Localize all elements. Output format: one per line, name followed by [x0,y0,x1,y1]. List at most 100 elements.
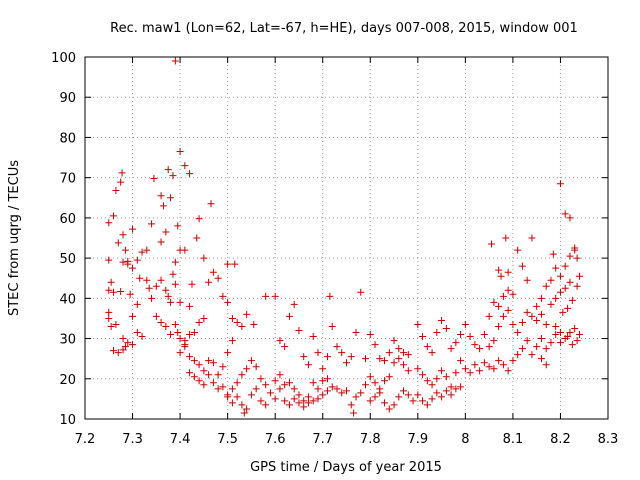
data-point [509,357,517,365]
data-point [433,329,441,337]
data-point [243,365,251,373]
data-point [438,316,446,324]
data-point [423,401,431,409]
data-point [290,300,298,308]
x-tick-label: 8.3 [598,432,619,447]
data-point [224,298,232,306]
data-point [419,397,427,405]
data-point [514,246,522,254]
data-point [252,385,260,393]
data-point [319,391,327,399]
data-point [271,292,279,300]
x-tick-label: 7.7 [312,432,333,447]
data-point [556,339,564,347]
data-point [118,169,126,177]
data-point [162,228,170,236]
data-point [357,389,365,397]
data-point [209,359,217,367]
data-point [552,322,560,330]
data-point [188,280,196,288]
data-point [404,351,412,359]
data-point [395,393,403,401]
data-point [423,343,431,351]
data-point [181,343,189,351]
data-point [457,383,465,391]
data-point [233,379,241,387]
x-tick-label: 7.3 [122,432,143,447]
data-point [452,385,460,393]
data-point [552,294,560,302]
data-point [190,329,198,337]
data-point [119,231,127,239]
data-point [219,292,227,300]
data-point [157,318,165,326]
data-point [447,383,455,391]
data-point [145,284,153,292]
data-point [314,385,322,393]
data-point [362,381,370,389]
data-point [347,353,355,361]
data-point [290,385,298,393]
x-tick-label: 7.4 [170,432,191,447]
y-tick-label: 40 [59,292,76,307]
data-point [112,320,120,328]
data-point [385,405,393,413]
data-point [290,395,298,403]
data-point [502,234,510,242]
x-tick-labels: 7.2 7.3 7.4 7.5 7.6 7.7 7.8 7.9 8 8.1 8.2 8.3 [75,432,619,447]
x-tick-label: 7.5 [217,432,238,447]
data-point [295,399,303,407]
data-point [133,256,141,264]
data-point [433,375,441,383]
data-point [233,318,241,326]
data-point [190,357,198,365]
data-point [171,280,179,288]
data-point [447,391,455,399]
data-point [566,278,574,286]
data-point [148,294,156,302]
data-point [509,320,517,328]
data-point [571,246,579,254]
data-point [162,322,170,330]
data-point [295,327,303,335]
data-point [523,308,531,316]
data-point [200,254,208,262]
data-point [404,367,412,375]
data-point [561,284,569,292]
data-point [186,369,194,377]
data-point [561,262,569,270]
data-point [138,333,146,341]
data-point [414,365,422,373]
data-point [490,365,498,373]
data-point [542,282,550,290]
data-point [457,331,465,339]
data-point [214,385,222,393]
data-point [504,286,512,294]
data-point [276,337,284,345]
x-tick-label: 8.1 [503,432,524,447]
data-point [209,379,217,387]
data-point [433,389,441,397]
data-point [105,286,113,294]
data-point [157,238,165,246]
data-point [485,343,493,351]
data-point [228,337,236,345]
data-point [121,246,129,254]
data-point [471,341,479,349]
data-point [442,325,450,332]
data-point [300,403,308,411]
data-point [117,178,125,186]
data-point [262,401,270,409]
data-point [243,310,251,318]
data-point [419,371,427,379]
data-point [266,389,274,397]
data-point [381,357,389,365]
data-point [371,379,379,387]
data-point [390,401,398,409]
data-point [419,333,427,341]
data-point [566,252,574,260]
data-point [207,200,215,208]
data-point [276,385,284,393]
data-point [547,339,555,347]
data-point [169,172,177,180]
